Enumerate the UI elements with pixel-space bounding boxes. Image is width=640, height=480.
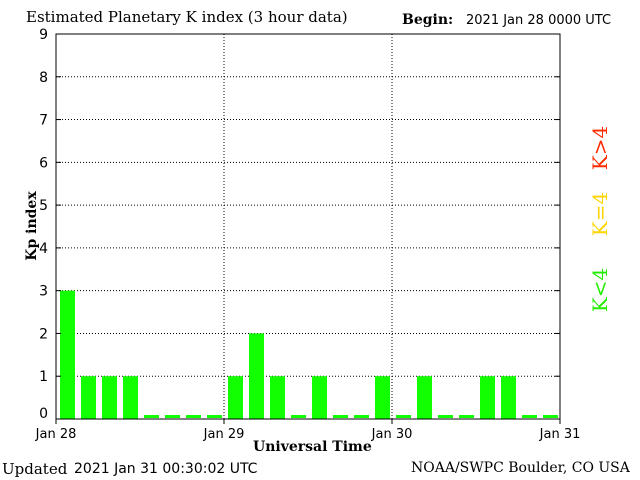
y-tick-label: 3 — [39, 284, 48, 300]
kp-bar — [543, 415, 558, 418]
y-tick-label: 1 — [39, 369, 48, 385]
updated-label: Updated — [2, 460, 68, 478]
kp-bar — [438, 415, 453, 418]
x-tick-label: Jan 31 — [539, 427, 581, 442]
kp-bar — [165, 415, 180, 418]
y-tick-label: 5 — [39, 198, 48, 214]
kp-bar — [228, 376, 243, 419]
begin-value: 2021 Jan 28 0000 UTC — [466, 13, 612, 28]
kp-bar — [249, 333, 264, 419]
plot-frame — [55, 33, 561, 420]
kp-bar — [354, 415, 369, 418]
y-tick-label: 8 — [39, 70, 48, 86]
legend-k-equal-4: K=4 — [588, 191, 612, 237]
updated-value: 2021 Jan 31 00:30:02 UTC — [74, 461, 258, 477]
kp-bar — [81, 376, 96, 419]
begin-label: Begin: — [402, 12, 454, 28]
legend-k-greater-4: K>4 — [588, 125, 612, 171]
kp-bar — [459, 415, 474, 418]
kp-bar — [375, 376, 390, 419]
y-tick-label: 9 — [39, 27, 48, 43]
y-tick-label: 6 — [39, 155, 48, 171]
y-tick-label: 4 — [39, 241, 48, 257]
y-tick-label: 0 — [39, 406, 48, 422]
kp-bar — [270, 376, 285, 419]
kp-bar — [501, 376, 516, 419]
credit-text: NOAA/SWPC Boulder, CO USA — [411, 460, 630, 476]
x-axis-label: Universal Time — [253, 439, 372, 455]
kp-bar — [186, 415, 201, 418]
kp-bar — [207, 415, 222, 418]
x-tick-label: Jan 30 — [371, 427, 413, 442]
y-tick-label: 2 — [39, 326, 48, 342]
kp-bar — [312, 376, 327, 419]
kp-bar — [102, 376, 117, 419]
chart-title: Estimated Planetary K index (3 hour data… — [26, 8, 348, 26]
x-tick-label: Jan 28 — [35, 427, 77, 442]
x-tick-label: Jan 29 — [203, 427, 245, 442]
kp-bar — [123, 376, 138, 419]
y-axis-label: Kp index — [24, 191, 40, 261]
kp-bar — [480, 376, 495, 419]
kp-bar — [291, 415, 306, 418]
kp-bar — [144, 415, 159, 418]
kp-bar — [60, 290, 75, 419]
kp-bar — [396, 415, 411, 418]
kp-bar — [417, 376, 432, 419]
y-tick-label: 7 — [39, 113, 48, 129]
kp-bar — [333, 415, 348, 418]
kp-bar — [522, 415, 537, 418]
legend-k-less-4: K<4 — [588, 267, 612, 313]
